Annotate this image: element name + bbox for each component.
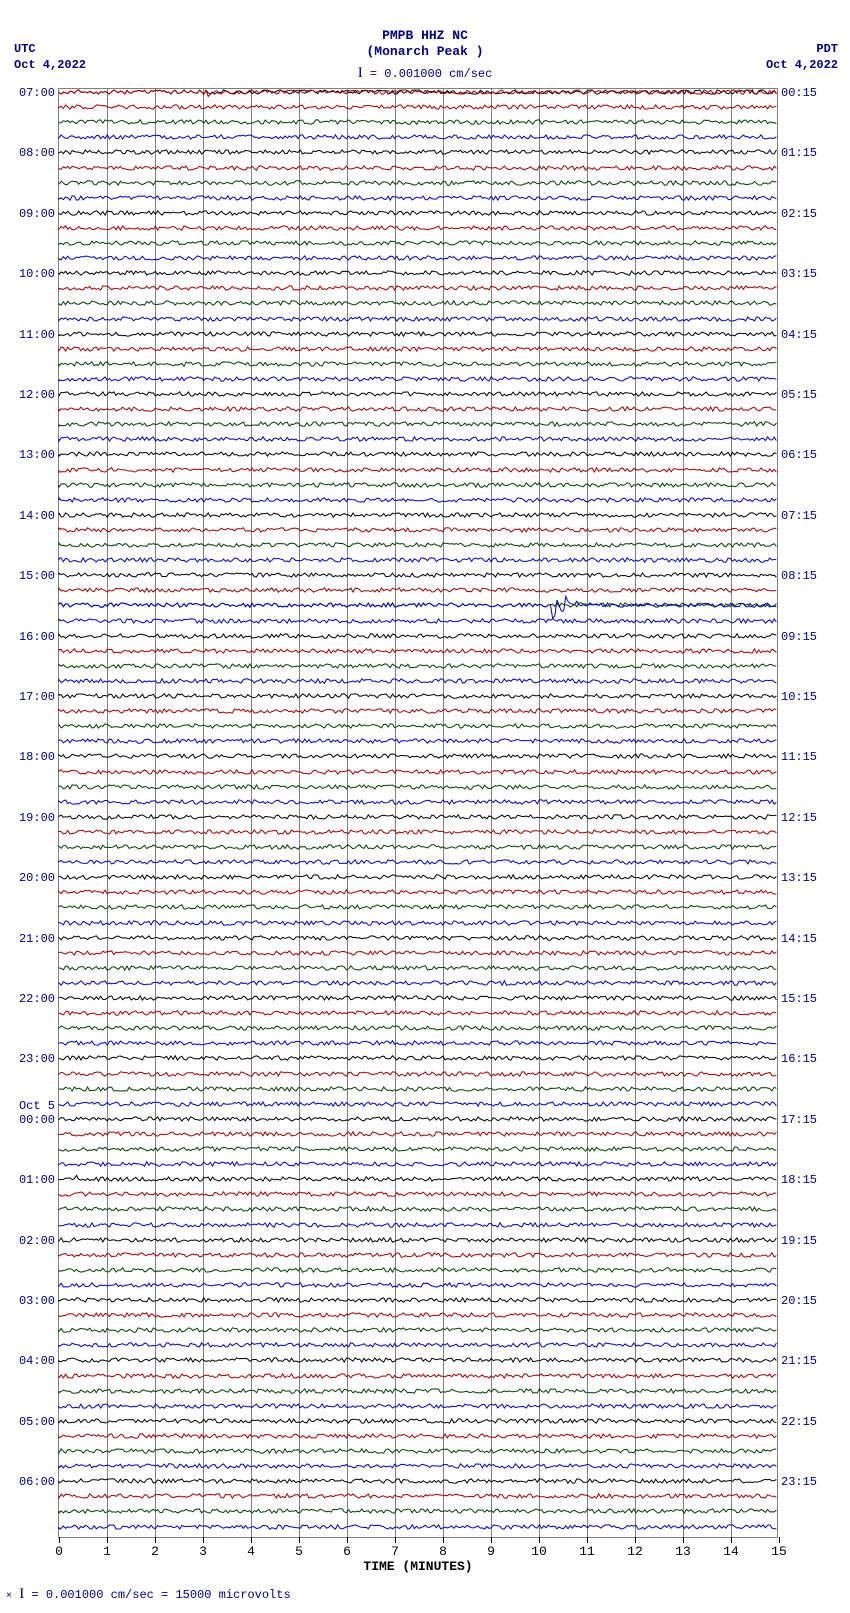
- pdt-time-label: 22:15: [781, 1415, 817, 1429]
- utc-time-label: 19:00: [19, 811, 55, 825]
- utc-time-label: 07:00: [19, 86, 55, 100]
- utc-time-label: 09:00: [19, 207, 55, 221]
- utc-time-label: 14:00: [19, 509, 55, 523]
- utc-time-label: 02:00: [19, 1234, 55, 1248]
- utc-time-label: 20:00: [19, 871, 55, 885]
- pdt-time-label: 13:15: [781, 871, 817, 885]
- pdt-time-label: 00:15: [781, 86, 817, 100]
- utc-time-label: 00:00: [19, 1113, 55, 1127]
- footer-text: = 0.001000 cm/sec = 15000 microvolts: [31, 1588, 290, 1602]
- pdt-time-label: 15:15: [781, 992, 817, 1006]
- utc-time-label: 11:00: [19, 328, 55, 342]
- utc-time-label: 06:00: [19, 1475, 55, 1489]
- pdt-time-label: 07:15: [781, 509, 817, 523]
- pdt-label: PDT: [766, 42, 838, 58]
- pdt-date: Oct 4,2022: [766, 58, 838, 74]
- date-break: Oct 5: [19, 1099, 55, 1113]
- utc-date: Oct 4,2022: [14, 58, 86, 74]
- xaxis-tick: [779, 1537, 780, 1543]
- seismogram-plot: TIME (MINUTES) 012345678910111213141507:…: [58, 88, 778, 1538]
- pdt-time-label: 04:15: [781, 328, 817, 342]
- station-location: (Monarch Peak ): [0, 44, 850, 60]
- pdt-time-label: 21:15: [781, 1354, 817, 1368]
- utc-label: UTC: [14, 42, 86, 58]
- station-id: PMPB HHZ NC: [0, 28, 850, 44]
- pdt-time-label: 14:15: [781, 932, 817, 946]
- pdt-time-label: 18:15: [781, 1173, 817, 1187]
- utc-time-label: 01:00: [19, 1173, 55, 1187]
- pdt-time-label: 11:15: [781, 750, 817, 764]
- pdt-time-label: 17:15: [781, 1113, 817, 1127]
- pdt-time-label: 12:15: [781, 811, 817, 825]
- utc-time-label: 18:00: [19, 750, 55, 764]
- utc-time-label: 17:00: [19, 690, 55, 704]
- utc-time-label: 08:00: [19, 146, 55, 160]
- pdt-time-label: 23:15: [781, 1475, 817, 1489]
- utc-time-label: 23:00: [19, 1052, 55, 1066]
- pdt-time-label: 09:15: [781, 630, 817, 644]
- pdt-time-label: 06:15: [781, 448, 817, 462]
- footer-scale: × I = 0.001000 cm/sec = 15000 microvolts: [6, 1586, 291, 1603]
- utc-time-label: 22:00: [19, 992, 55, 1006]
- utc-time-label: 16:00: [19, 630, 55, 644]
- pdt-time-label: 08:15: [781, 569, 817, 583]
- utc-time-label: 21:00: [19, 932, 55, 946]
- utc-time-label: 10:00: [19, 267, 55, 281]
- utc-header: UTC Oct 4,2022: [14, 42, 86, 73]
- xaxis-title: TIME (MINUTES): [363, 1559, 472, 1574]
- pdt-time-label: 01:15: [781, 146, 817, 160]
- pdt-time-label: 19:15: [781, 1234, 817, 1248]
- pdt-time-label: 03:15: [781, 267, 817, 281]
- utc-time-label: 04:00: [19, 1354, 55, 1368]
- utc-time-label: 05:00: [19, 1415, 55, 1429]
- pdt-time-label: 02:15: [781, 207, 817, 221]
- pdt-time-label: 16:15: [781, 1052, 817, 1066]
- utc-time-label: 15:00: [19, 569, 55, 583]
- trace-svg: [59, 1507, 777, 1547]
- utc-time-label: 03:00: [19, 1294, 55, 1308]
- utc-time-label: 12:00: [19, 388, 55, 402]
- pdt-time-label: 10:15: [781, 690, 817, 704]
- pdt-header: PDT Oct 4,2022: [766, 42, 838, 73]
- pdt-time-label: 20:15: [781, 1294, 817, 1308]
- pdt-time-label: 05:15: [781, 388, 817, 402]
- utc-time-label: 13:00: [19, 448, 55, 462]
